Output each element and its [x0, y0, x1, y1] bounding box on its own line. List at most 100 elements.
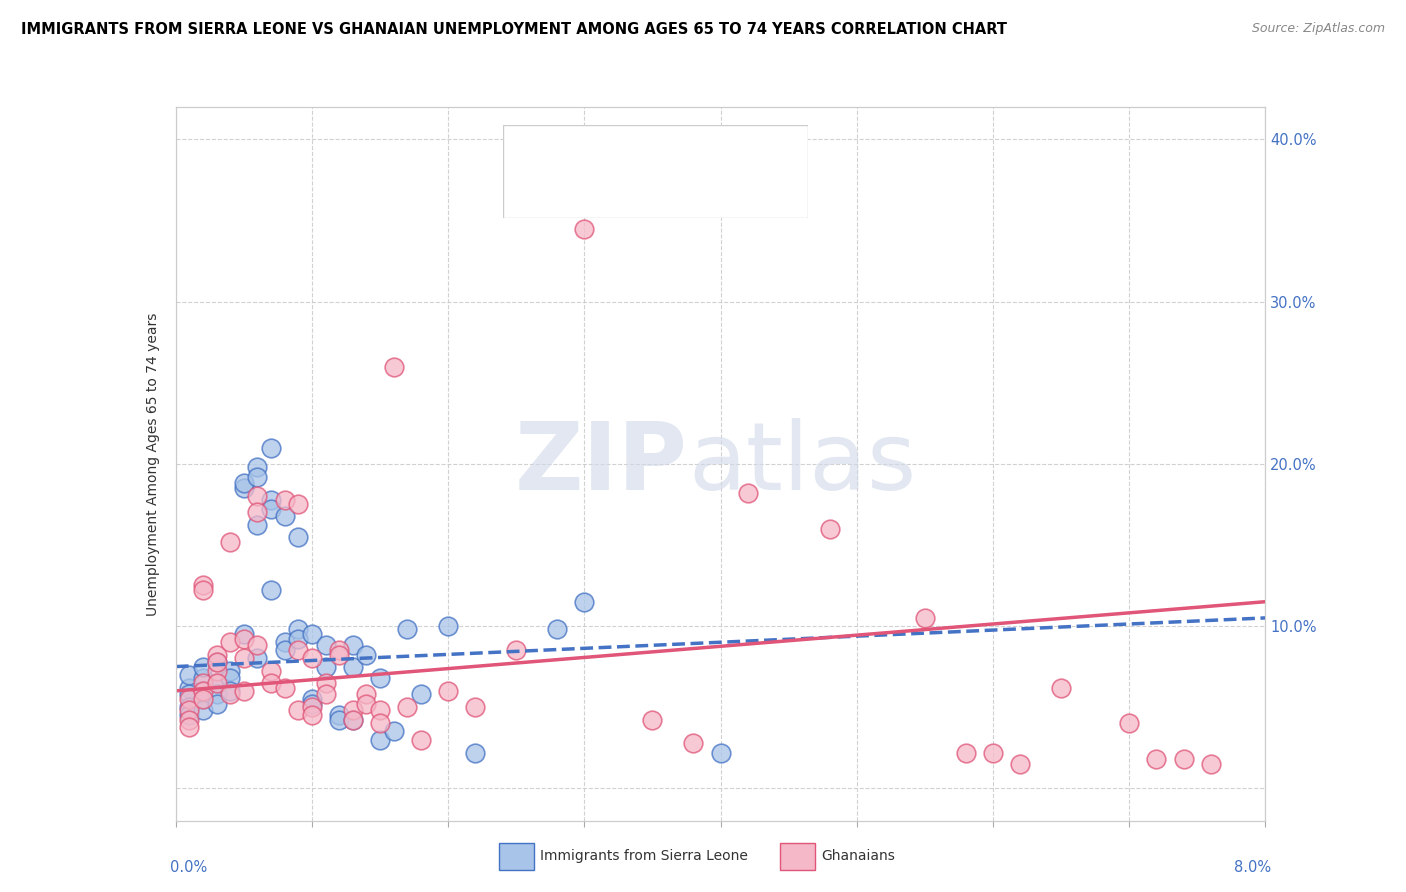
Point	[368, 671, 391, 685]
Point	[179, 667, 201, 681]
Point	[382, 724, 405, 739]
Point	[205, 655, 228, 669]
Text: atlas: atlas	[688, 417, 917, 510]
Point	[818, 522, 841, 536]
Point	[232, 684, 254, 698]
Point	[219, 687, 242, 701]
Point	[219, 684, 242, 698]
Point	[342, 713, 364, 727]
Point	[574, 221, 596, 235]
Point	[315, 659, 337, 673]
Point	[191, 675, 214, 690]
Point	[260, 492, 283, 507]
Point	[301, 651, 323, 665]
Point	[232, 481, 254, 495]
Text: 8.0%: 8.0%	[1233, 860, 1271, 875]
Point	[1050, 681, 1073, 695]
Point	[641, 713, 664, 727]
Point	[232, 627, 254, 641]
Point	[179, 700, 201, 714]
Point	[328, 648, 350, 663]
Point	[328, 713, 350, 727]
Point	[191, 583, 214, 598]
Point	[356, 697, 378, 711]
Point	[205, 687, 228, 701]
Point	[191, 692, 214, 706]
Point	[219, 534, 242, 549]
Point	[342, 713, 364, 727]
Point	[219, 671, 242, 685]
Point	[315, 687, 337, 701]
Point	[219, 635, 242, 649]
Point	[191, 578, 214, 592]
Point	[246, 460, 269, 475]
Point	[301, 627, 323, 641]
Point	[191, 692, 214, 706]
Point	[274, 635, 297, 649]
Point	[260, 665, 283, 679]
Point	[232, 632, 254, 646]
Point	[1118, 716, 1140, 731]
Point	[287, 703, 309, 717]
Text: Source: ZipAtlas.com: Source: ZipAtlas.com	[1251, 22, 1385, 36]
Point	[342, 659, 364, 673]
Point	[301, 692, 323, 706]
Point	[274, 492, 297, 507]
Point	[179, 720, 201, 734]
Point	[437, 684, 460, 698]
Point	[382, 359, 405, 374]
Point	[205, 675, 228, 690]
Point	[368, 732, 391, 747]
Point	[287, 632, 309, 646]
Point	[409, 687, 432, 701]
Point	[464, 700, 486, 714]
Point	[191, 703, 214, 717]
Point	[342, 639, 364, 653]
Point	[368, 716, 391, 731]
Point	[179, 708, 201, 723]
Point	[232, 476, 254, 491]
Point	[356, 687, 378, 701]
Point	[246, 639, 269, 653]
Point	[409, 732, 432, 747]
Point	[437, 619, 460, 633]
Point	[287, 622, 309, 636]
Point	[205, 675, 228, 690]
Point	[246, 470, 269, 484]
Point	[205, 655, 228, 669]
Point	[260, 583, 283, 598]
Point	[274, 643, 297, 657]
Point	[328, 643, 350, 657]
Point	[246, 518, 269, 533]
Point	[191, 659, 214, 673]
Point	[396, 622, 419, 636]
Point	[1199, 756, 1222, 771]
Point	[301, 700, 323, 714]
Point	[274, 508, 297, 523]
Point	[1173, 752, 1195, 766]
Point	[246, 506, 269, 520]
Point	[955, 746, 977, 760]
Point	[301, 708, 323, 723]
Point	[315, 675, 337, 690]
Point	[981, 746, 1004, 760]
Point	[464, 746, 486, 760]
Point	[287, 497, 309, 511]
Text: Ghanaians: Ghanaians	[821, 849, 896, 863]
Point	[260, 502, 283, 516]
Point	[682, 736, 704, 750]
Point	[179, 681, 201, 695]
Point	[505, 643, 527, 657]
Point	[179, 703, 201, 717]
Point	[191, 684, 214, 698]
Point	[301, 697, 323, 711]
Text: IMMIGRANTS FROM SIERRA LEONE VS GHANAIAN UNEMPLOYMENT AMONG AGES 65 TO 74 YEARS : IMMIGRANTS FROM SIERRA LEONE VS GHANAIAN…	[21, 22, 1007, 37]
Point	[205, 665, 228, 679]
Point	[342, 703, 364, 717]
Point	[315, 639, 337, 653]
Point	[287, 643, 309, 657]
Point	[205, 648, 228, 663]
Point	[246, 489, 269, 503]
Point	[1144, 752, 1167, 766]
Text: 0.0%: 0.0%	[170, 860, 208, 875]
